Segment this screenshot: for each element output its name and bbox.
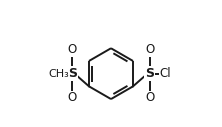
Text: Cl: Cl [159, 67, 171, 80]
Text: O: O [68, 43, 77, 56]
Text: O: O [145, 91, 154, 104]
Text: O: O [145, 43, 154, 56]
Text: O: O [68, 91, 77, 104]
Text: CH₃: CH₃ [48, 69, 69, 79]
Text: S: S [68, 67, 77, 80]
Text: S: S [145, 67, 154, 80]
